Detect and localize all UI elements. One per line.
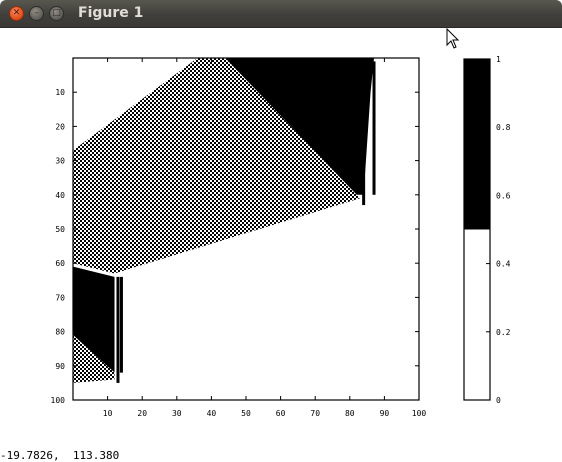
maximize-icon: □ [52, 9, 61, 18]
colorbar-tick-label: 0.2 [496, 328, 511, 337]
y-tick-label: 100 [51, 396, 66, 405]
x-tick-label: 10 [103, 409, 113, 418]
heatmap-vertical-line [120, 277, 123, 373]
colorbar-tick-label: 0.4 [496, 260, 511, 269]
colorbar-segment [464, 59, 490, 230]
close-button[interactable]: ✕ [9, 6, 24, 21]
y-tick-label: 90 [55, 362, 65, 371]
heatmap-vertical-line [116, 277, 119, 383]
x-tick-label: 50 [241, 409, 251, 418]
x-tick-label: 40 [207, 409, 217, 418]
minimize-icon: – [34, 9, 39, 18]
x-tick-label: 80 [345, 409, 355, 418]
heatmap-cells [73, 58, 376, 383]
heatmap-vertical-line [362, 61, 365, 205]
colorbar-segment [464, 230, 490, 401]
figure-canvas[interactable]: 10 20 30 40 50 60 70 80 90 100 10 20 30 40 50 60 70 80 90… [0, 28, 562, 452]
colorbar: 0 0.2 0.4 0.6 0.8 1 [464, 55, 511, 405]
colorbar-tick-label: 0.6 [496, 191, 511, 200]
heatmap-plot[interactable]: 10 20 30 40 50 60 70 80 90 100 102030405060708090… [0, 28, 562, 452]
cursor-coordinates: -19.7826, 113.380 [0, 449, 119, 462]
y-tick-label: 60 [55, 259, 65, 268]
mouse-pointer-icon [446, 28, 460, 50]
y-tick-label: 40 [55, 191, 65, 200]
x-tick-label: 60 [276, 409, 286, 418]
x-tick-label: 90 [380, 409, 390, 418]
y-tick-label: 80 [55, 328, 65, 337]
heatmap-vertical-line [373, 61, 376, 194]
y-tick-label: 50 [55, 225, 65, 234]
close-icon: ✕ [13, 9, 21, 18]
window-title: Figure 1 [78, 5, 143, 21]
maximize-button[interactable]: □ [49, 6, 64, 21]
x-tick-label: 20 [137, 409, 147, 418]
y-tick-label: 30 [55, 157, 65, 166]
colorbar-tick-label: 1 [496, 55, 501, 64]
colorbar-tick-label: 0 [496, 396, 501, 405]
x-tick-label: 70 [310, 409, 320, 418]
window-titlebar[interactable]: ✕ – □ Figure 1 [0, 0, 562, 28]
y-tick-label: 20 [55, 122, 65, 131]
colorbar-tick-label: 0.8 [496, 123, 511, 132]
x-tick-label: 100 [412, 409, 427, 418]
x-tick-label: 30 [172, 409, 182, 418]
minimize-button[interactable]: – [29, 6, 44, 21]
y-tick-label: 10 [55, 88, 65, 97]
y-tick-label: 70 [55, 293, 65, 302]
